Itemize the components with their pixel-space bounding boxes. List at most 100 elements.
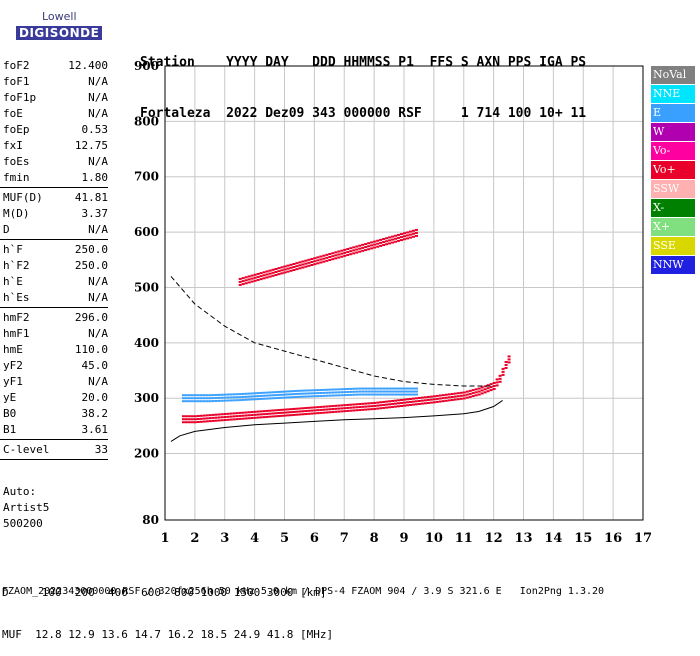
echo-point [408, 233, 412, 236]
echo-point [346, 387, 350, 390]
echo-point [501, 367, 505, 370]
echo-point [486, 390, 490, 393]
echo-point [352, 393, 356, 396]
echo-point [355, 387, 359, 390]
echo-point [334, 257, 338, 260]
echo-point [268, 391, 272, 394]
echo-point [331, 255, 335, 258]
echo-point [346, 254, 350, 257]
echo-point [262, 391, 266, 394]
x-tick-label: 3 [220, 531, 229, 546]
echo-point [274, 267, 278, 270]
echo-point [214, 416, 218, 419]
echo-point [319, 388, 323, 391]
plot-frame [164, 65, 644, 521]
echo-point [292, 413, 296, 416]
echo-point [214, 393, 218, 396]
echo-point [268, 275, 272, 278]
echo-point [277, 393, 281, 396]
echo-point [274, 273, 278, 276]
echo-point [226, 418, 230, 421]
echo-point [289, 269, 293, 272]
echo-point [376, 387, 380, 390]
echo-point [358, 403, 362, 406]
echo-point [373, 240, 377, 243]
echo-point [313, 389, 317, 392]
echo-point [271, 391, 275, 394]
echo-point [355, 403, 359, 406]
echo-point [286, 396, 290, 399]
logo-line1: Lowell [42, 10, 77, 23]
legend-item-nnw: NNW [651, 256, 695, 274]
echo-point [411, 390, 415, 393]
echo-point [268, 415, 272, 418]
echo-point [271, 409, 275, 412]
echo-point [376, 393, 380, 396]
echo-point [346, 409, 350, 412]
echo-point [241, 392, 245, 395]
echo-point [355, 393, 359, 396]
echo-point [193, 397, 197, 400]
echo-point [358, 390, 362, 393]
echo-point [289, 414, 293, 417]
echo-point [340, 404, 344, 407]
echo-point [253, 410, 257, 413]
echo-point [316, 409, 320, 412]
echo-point [259, 410, 263, 413]
echo-point [295, 395, 299, 398]
echo-point [265, 415, 269, 418]
echo-point [405, 390, 409, 393]
echo-point [205, 400, 209, 403]
echo-point [199, 417, 203, 420]
param-name: hmF2 [3, 311, 30, 324]
echo-point [504, 360, 508, 363]
echo-point [358, 387, 362, 390]
echo-point [304, 392, 308, 395]
echo-point [250, 392, 254, 395]
echo-point [337, 250, 341, 253]
echo-point [450, 398, 454, 401]
x-tick-label: 1 [160, 531, 169, 546]
param-row: foEs N/A [0, 154, 136, 170]
echo-point [408, 387, 412, 390]
echo-point [411, 397, 415, 400]
echo-point [355, 406, 359, 409]
echo-point [214, 413, 218, 416]
echo-point [403, 232, 406, 235]
echo-point [325, 253, 329, 256]
param-row: D N/A [0, 222, 136, 238]
y-tick-label: 200 [134, 447, 159, 461]
echo-point [190, 397, 194, 400]
echo-point [292, 393, 296, 396]
echo-point [364, 249, 368, 252]
echo-point [355, 245, 359, 248]
echo-point [268, 269, 272, 272]
echo-point [199, 394, 203, 397]
echo-point [465, 390, 469, 393]
echo-point [259, 275, 263, 278]
echo-point [208, 397, 212, 400]
echo-point [262, 416, 266, 419]
logo-line2: DIGISONDE [16, 26, 103, 40]
echo-point [337, 407, 341, 410]
echo-point [220, 416, 224, 419]
param-name: yF2 [3, 359, 23, 372]
echo-point [337, 388, 341, 391]
y-tick-label: 600 [134, 225, 159, 239]
echo-point [382, 387, 386, 390]
echo-point [238, 393, 242, 396]
echo-point [340, 249, 344, 252]
echo-point [379, 387, 383, 390]
echo-point [361, 249, 365, 252]
echo-point [432, 401, 436, 404]
y-tick-label: 700 [134, 170, 159, 184]
echo-point [397, 393, 401, 396]
echo-point [498, 377, 502, 380]
param-name: foF1 [3, 75, 30, 88]
echo-point [507, 358, 511, 361]
echo-point [181, 415, 185, 418]
echo-point [241, 411, 245, 414]
param-value: 0.53 [81, 123, 109, 136]
echo-point [367, 242, 371, 245]
echo-point [304, 389, 308, 392]
